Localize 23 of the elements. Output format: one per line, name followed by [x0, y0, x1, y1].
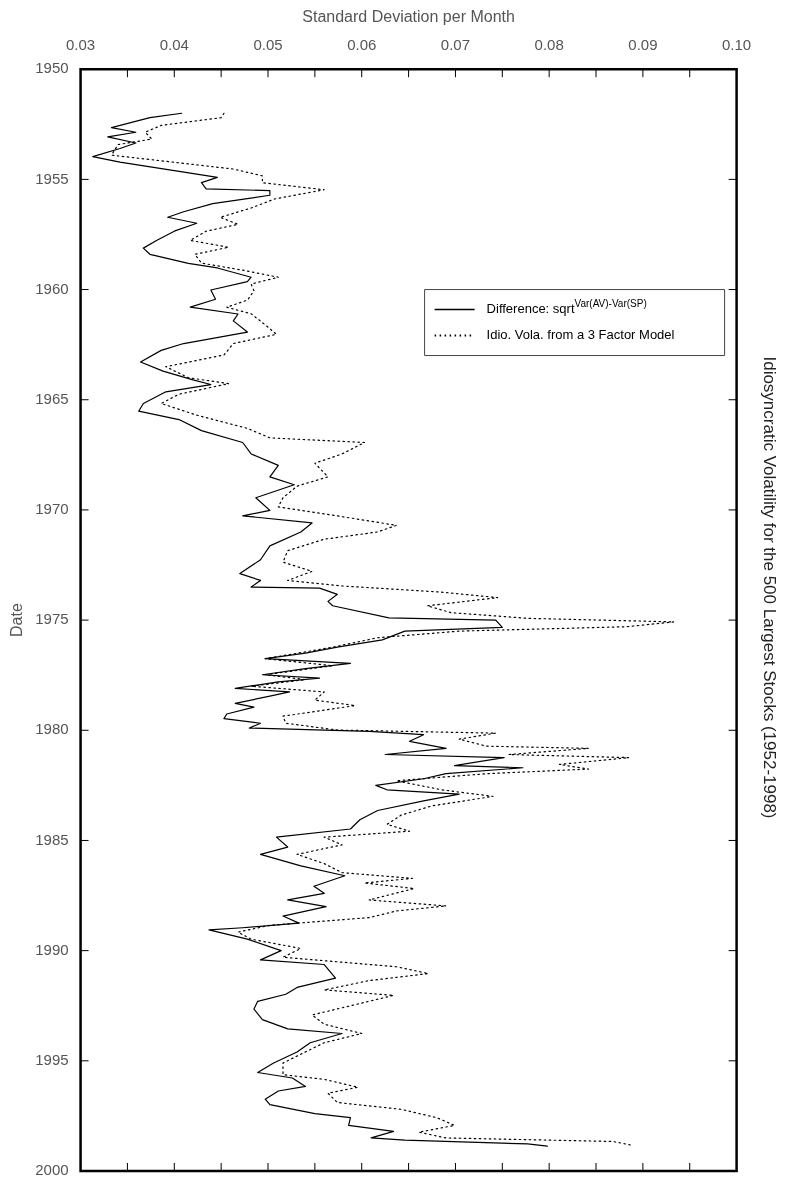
y-tick-label: 1950	[35, 59, 69, 77]
y-tick-label: 1985	[35, 830, 69, 848]
x-tick-label: 0.07	[440, 36, 471, 54]
x-tick-label: 0.03	[65, 36, 96, 54]
y-tick-label: 1995	[35, 1050, 69, 1068]
text: Idiosyncratic Volatility for the 500 Largest Stocks (1952-1998)	[760, 356, 780, 819]
y-tick-label: 1975	[35, 610, 69, 628]
y-tick-label: 1990	[35, 940, 69, 958]
y-tick-label: 1970	[35, 500, 69, 518]
legend-label: Idio. Vola. from a 3 Factor Model	[486, 327, 675, 343]
y-tick-label: 1965	[35, 389, 69, 407]
x-tick-label: 0.08	[534, 36, 564, 54]
x-tick-label: 0.10	[722, 36, 752, 54]
x-axis-title: Standard Deviation per Month	[302, 8, 515, 26]
x-tick-label: 0.05	[253, 36, 283, 54]
x-tick-label: 0.06	[347, 36, 377, 54]
y-axis-title: Date	[8, 603, 26, 637]
x-tick-label: 0.04	[159, 36, 189, 54]
y-tick-label: 1960	[35, 279, 69, 297]
x-tick-label: 0.09	[628, 36, 658, 54]
y-tick-label: 1980	[35, 720, 69, 738]
y-tick-label: 2000	[35, 1161, 69, 1179]
y-tick-label: 1955	[35, 169, 69, 187]
